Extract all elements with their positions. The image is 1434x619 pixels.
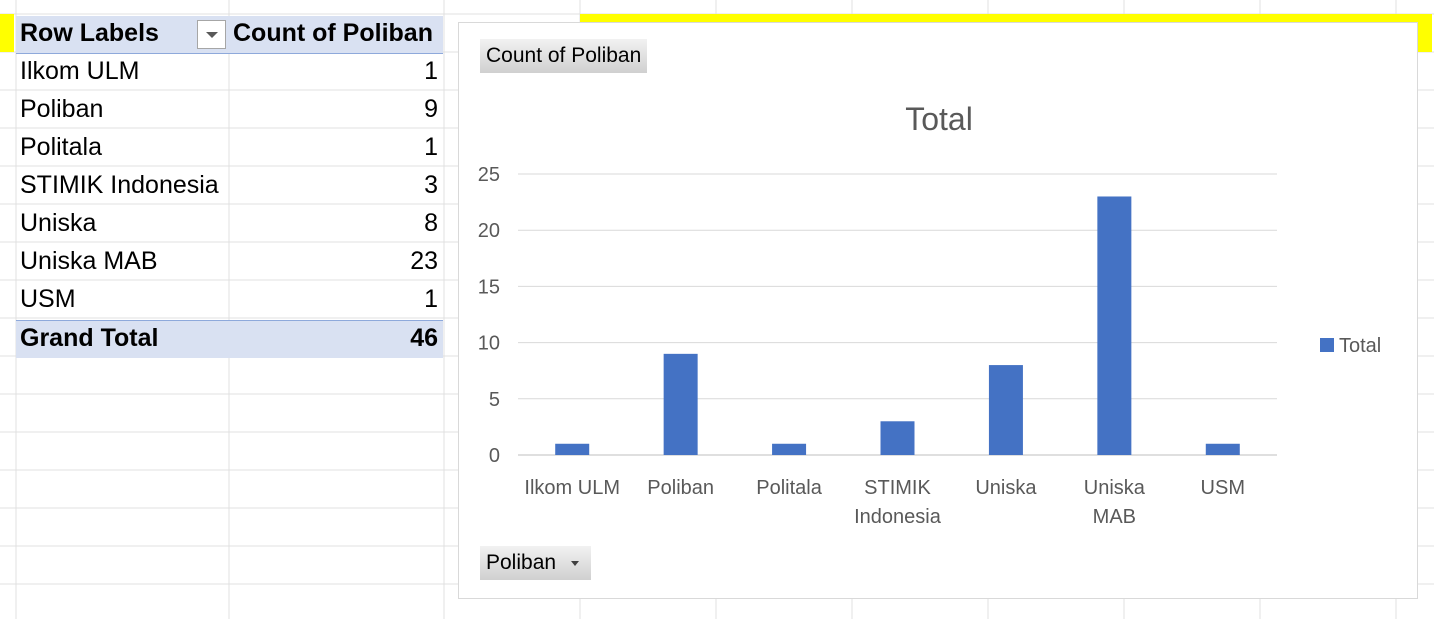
bar[interactable] [880, 421, 915, 455]
row-labels-header: Row Labels [20, 19, 159, 47]
pivot-row[interactable]: Poliban 9 [16, 92, 443, 130]
pivot-row[interactable]: Ilkom ULM 1 [16, 54, 443, 92]
pivot-table[interactable]: Row Labels Count of Poliban Ilkom ULM 1 P… [16, 16, 443, 358]
pivot-row[interactable]: STIMIK Indonesia 3 [16, 168, 443, 206]
chart-legend[interactable]: Total [1320, 335, 1381, 358]
row-label: USM [20, 285, 76, 313]
x-tick-label: Uniska [1084, 477, 1146, 499]
pivot-row[interactable]: Politala 1 [16, 130, 443, 168]
y-tick-label: 20 [478, 220, 500, 242]
x-tick-label: Ilkom ULM [524, 477, 620, 499]
row-label: Uniska [20, 209, 97, 237]
row-labels-filter-dropdown-icon[interactable] [197, 20, 226, 49]
chart-plot-area: 0 5 10 15 20 25 Ilkom ULM Poliban Politala STIMIK… [478, 164, 1277, 528]
legend-label: Total [1339, 335, 1382, 357]
row-value: 3 [424, 171, 438, 199]
bar[interactable] [988, 365, 1023, 455]
bar[interactable] [772, 443, 807, 455]
row-value: 1 [424, 285, 438, 313]
y-tick-label: 10 [478, 333, 500, 355]
chart-title: Total [905, 101, 973, 137]
row-label: Poliban [20, 95, 104, 123]
legend-swatch [1320, 338, 1334, 352]
y-tick-label: 0 [489, 445, 500, 467]
row-value: 23 [410, 247, 438, 275]
row-value: 9 [424, 95, 438, 123]
pivot-row[interactable]: Uniska MAB 23 [16, 244, 443, 282]
row-label: STIMIK Indonesia [20, 171, 219, 199]
bar[interactable] [1097, 196, 1132, 456]
row-value: 8 [424, 209, 438, 237]
y-tick-label: 5 [489, 389, 500, 411]
x-tick-label: STIMIK [864, 477, 931, 499]
value-field-button[interactable]: Count of Poliban [480, 39, 648, 73]
axis-field-label: Poliban [486, 551, 557, 574]
row-label: Politala [20, 133, 102, 161]
highlighted-cell-left [0, 14, 14, 52]
x-tick-label: USM [1201, 477, 1245, 499]
grand-total-label: Grand Total [20, 324, 159, 352]
grand-total-value: 46 [410, 324, 438, 352]
y-tick-label: 15 [478, 276, 500, 298]
row-value: 1 [424, 133, 438, 161]
pivot-row[interactable]: Uniska 8 [16, 206, 443, 244]
row-label: Ilkom ULM [20, 57, 140, 85]
axis-field-button[interactable]: Poliban [480, 546, 591, 580]
x-tick-label: Poliban [647, 477, 714, 499]
bar[interactable] [663, 353, 698, 455]
pivot-chart[interactable]: Count of Poliban Total 0 5 10 15 20 25 Ilkom U… [458, 22, 1418, 599]
x-tick-label: MAB [1093, 506, 1136, 528]
x-tick-label: Politala [756, 477, 822, 499]
bar[interactable] [555, 443, 590, 455]
pivot-row[interactable]: USM 1 [16, 282, 443, 320]
row-value: 1 [424, 57, 438, 85]
y-tick-label: 25 [478, 164, 500, 186]
dropdown-arrow-icon [571, 561, 579, 566]
pivot-header-row: Row Labels Count of Poliban [16, 16, 443, 54]
grand-total-row[interactable]: Grand Total 46 [16, 320, 443, 358]
bar[interactable] [1205, 443, 1240, 455]
row-label: Uniska MAB [20, 247, 158, 275]
x-tick-label: Indonesia [854, 506, 942, 528]
x-tick-label: Uniska [975, 477, 1037, 499]
count-header: Count of Poliban [233, 19, 433, 47]
